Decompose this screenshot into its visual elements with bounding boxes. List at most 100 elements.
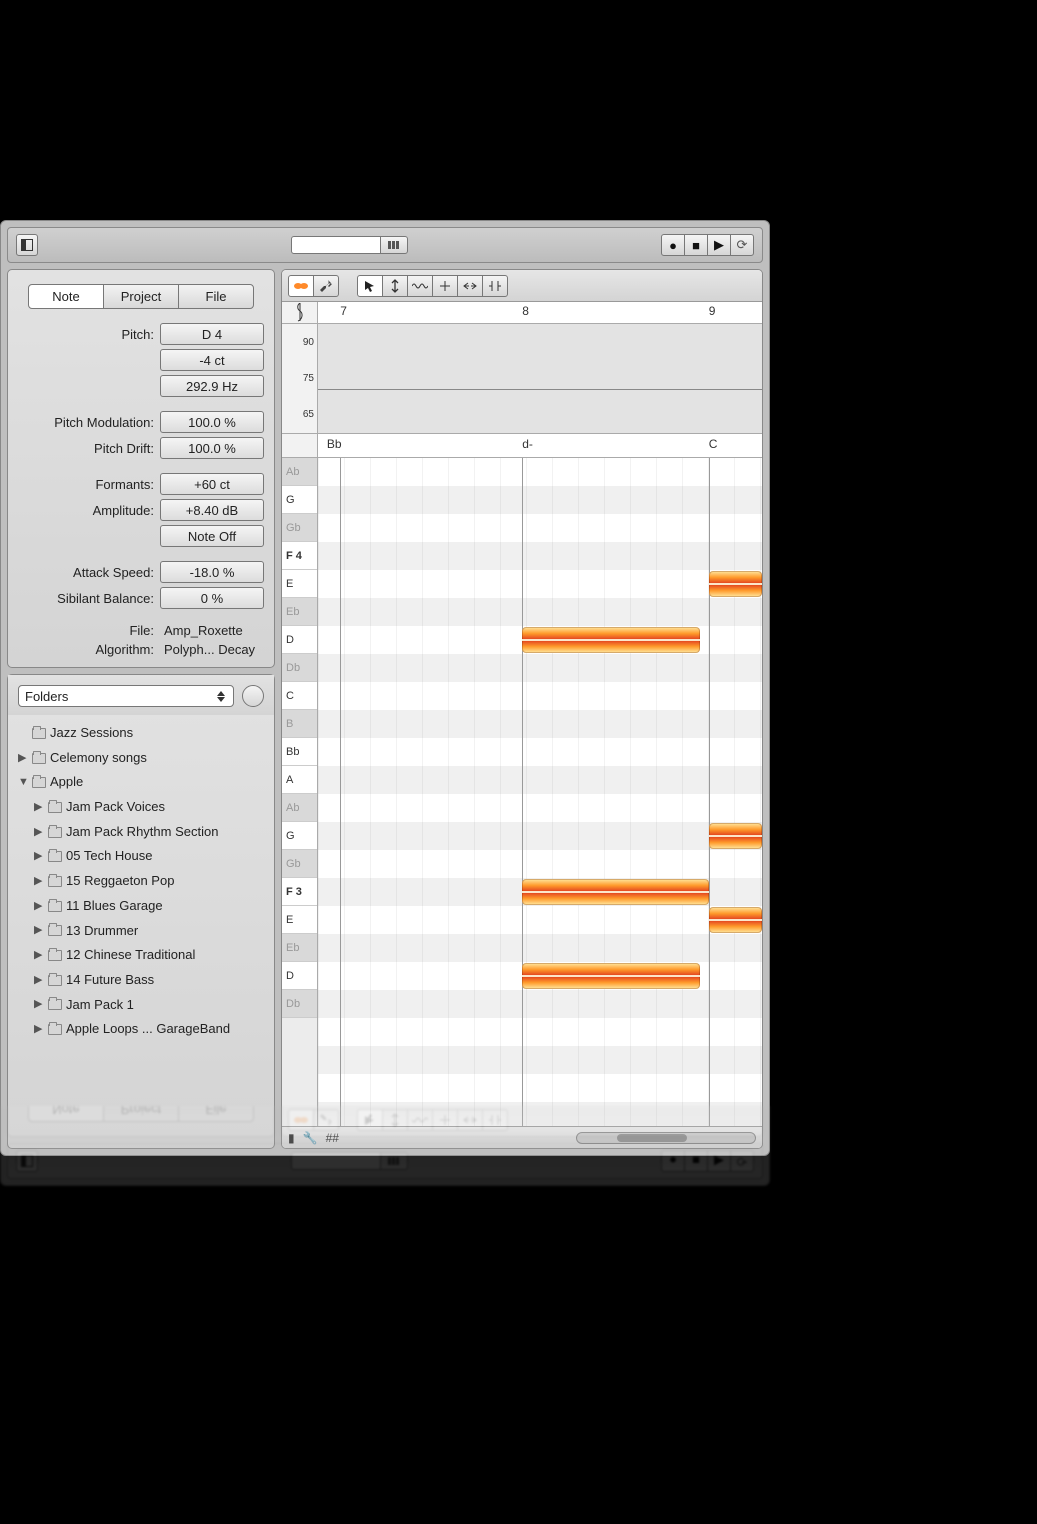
note-blob[interactable]	[522, 963, 700, 989]
browser-dropdown[interactable]: Folders	[18, 685, 234, 707]
disclosure-triangle-icon[interactable]: ▶	[34, 822, 44, 843]
loop-icon: ⟳	[737, 237, 748, 253]
amp-tick-label: 75	[303, 373, 314, 384]
folder-tree: Jazz Sessions▶Celemony songs▼Apple▶Jam P…	[8, 715, 274, 1148]
formants-field[interactable]: +60 ct	[160, 473, 264, 495]
bar-line	[522, 458, 523, 1126]
pitch-tool-button[interactable]	[382, 275, 408, 297]
folder-row[interactable]: ▶Celemony songs	[12, 746, 270, 771]
disclosure-triangle-icon[interactable]: ▶	[34, 945, 44, 966]
folder-label: 12 Chinese Traditional	[66, 943, 195, 968]
folder-icon	[48, 876, 62, 887]
zoom-slider-handle[interactable]	[380, 236, 408, 254]
disclosure-triangle-icon[interactable]: ▶	[34, 920, 44, 941]
footer-icon-wrench[interactable]: 🔧	[303, 1131, 318, 1145]
browser-settings-button[interactable]	[242, 685, 264, 707]
piano-key-label: Gb	[282, 850, 317, 878]
footer-icon-hash[interactable]: ##	[326, 1131, 339, 1145]
blob-mode-button[interactable]	[288, 275, 314, 297]
folder-row[interactable]: ▶15 Reggaeton Pop	[12, 869, 270, 894]
zoom-slider-track[interactable]	[291, 236, 381, 254]
disclosure-triangle-icon[interactable]: ▶	[34, 896, 44, 917]
pitch-hz-field[interactable]: 292.9 Hz	[160, 375, 264, 397]
play-button[interactable]: ▶	[707, 234, 731, 256]
folder-row[interactable]: ▶ Jam Pack Voices	[12, 795, 270, 820]
pitch-mod-field[interactable]: 100.0 %	[160, 411, 264, 433]
ruler-marker: 9	[709, 304, 716, 318]
disclosure-triangle-icon[interactable]: ▶	[18, 748, 28, 769]
folder-icon	[48, 802, 62, 813]
chord-track[interactable]: Bb d- C	[318, 434, 762, 457]
disclosure-triangle-icon[interactable]: ▼	[18, 772, 28, 793]
tab-project[interactable]: Project	[103, 284, 179, 309]
pitch-drift-field[interactable]: 100.0 %	[160, 437, 264, 459]
editor-area: 789 907565 Bbd-C AbGGbF 4EEbDDbCBBbAAbGG…	[281, 269, 763, 1149]
pitch-mod-label: Pitch Modulation:	[18, 415, 154, 430]
amplitude-field[interactable]: +8.40 dB	[160, 499, 264, 521]
wrench-mode-button[interactable]	[313, 275, 339, 297]
piano-key-label: F 3	[282, 878, 317, 906]
folder-row[interactable]: Jazz Sessions	[12, 721, 270, 746]
piano-key-label: Ab	[282, 794, 317, 822]
record-button[interactable]: ●	[661, 234, 685, 256]
scrollbar-thumb[interactable]	[617, 1134, 687, 1142]
chord-label[interactable]: Bb	[327, 437, 342, 451]
folder-icon	[32, 753, 46, 764]
bar-line	[340, 458, 341, 1126]
formant-tool-button[interactable]	[432, 275, 458, 297]
algorithm-label: Algorithm:	[18, 642, 154, 657]
chord-label[interactable]: C	[709, 437, 718, 451]
piano-key-label: C	[282, 682, 317, 710]
arrow-tool-button[interactable]	[357, 275, 383, 297]
stop-button[interactable]: ■	[684, 234, 708, 256]
disclosure-triangle-icon[interactable]: ▶	[34, 797, 44, 818]
folder-row[interactable]: ▶Jam Pack Rhythm Section	[12, 820, 270, 845]
note-blob[interactable]	[709, 571, 762, 597]
note-blob[interactable]	[522, 627, 700, 653]
horizontal-scrollbar[interactable]	[576, 1132, 756, 1144]
vibrato-tool-button[interactable]	[407, 275, 433, 297]
ruler-marker: 7	[340, 304, 347, 318]
timing-tool-button[interactable]	[457, 275, 483, 297]
folder-row[interactable]: ▶ 12 Chinese Traditional	[12, 943, 270, 968]
sibilant-field[interactable]: 0 %	[160, 587, 264, 609]
sidebar-toggle-button[interactable]	[16, 234, 38, 256]
folder-row[interactable]: ▶13 Drummer	[12, 919, 270, 944]
amplitude-area[interactable]	[318, 324, 762, 433]
folder-row[interactable]: ▶ Jam Pack 1	[12, 993, 270, 1018]
folder-label: 11 Blues Garage	[66, 894, 163, 919]
folder-row[interactable]: ▶05 Tech House	[12, 844, 270, 869]
footer-icon-flag[interactable]: ▮	[288, 1131, 295, 1145]
note-blob[interactable]	[709, 907, 762, 933]
note-blob[interactable]	[522, 879, 708, 905]
note-blob[interactable]	[709, 823, 762, 849]
folder-icon	[48, 950, 62, 961]
folder-label: Jam Pack Voices	[66, 795, 165, 820]
note-off-button[interactable]: Note Off	[160, 525, 264, 547]
chord-label[interactable]: d-	[522, 437, 533, 451]
tab-file[interactable]: File	[178, 284, 254, 309]
disclosure-triangle-icon[interactable]: ▶	[34, 970, 44, 991]
folder-icon	[48, 1024, 62, 1035]
algorithm-value: Polyph... Decay	[160, 642, 264, 657]
disclosure-triangle-icon[interactable]: ▶	[34, 1019, 44, 1040]
separation-tool-button[interactable]	[482, 275, 508, 297]
note-grid[interactable]	[318, 458, 762, 1126]
folder-icon	[48, 851, 62, 862]
folder-row[interactable]: ▶14 Future Bass	[12, 968, 270, 993]
folder-row[interactable]: ▼Apple	[12, 770, 270, 795]
disclosure-triangle-icon[interactable]: ▶	[34, 846, 44, 867]
ruler-marker: 8	[522, 304, 529, 318]
pitch-cents-field[interactable]: -4 ct	[160, 349, 264, 371]
folder-row[interactable]: ▶ 11 Blues Garage	[12, 894, 270, 919]
folder-row[interactable]: ▶Apple Loops ... GarageBand	[12, 1017, 270, 1042]
loop-button[interactable]: ⟳	[730, 234, 754, 256]
pitch-note-field[interactable]: D 4	[160, 323, 264, 345]
folder-icon	[48, 975, 62, 986]
disclosure-triangle-icon[interactable]: ▶	[34, 871, 44, 892]
folder-label: Jam Pack 1	[66, 993, 134, 1018]
disclosure-triangle-icon[interactable]: ▶	[34, 994, 44, 1015]
attack-field[interactable]: -18.0 %	[160, 561, 264, 583]
time-ruler[interactable]: 7 8 9	[318, 302, 762, 323]
tab-note[interactable]: Note	[28, 284, 104, 309]
